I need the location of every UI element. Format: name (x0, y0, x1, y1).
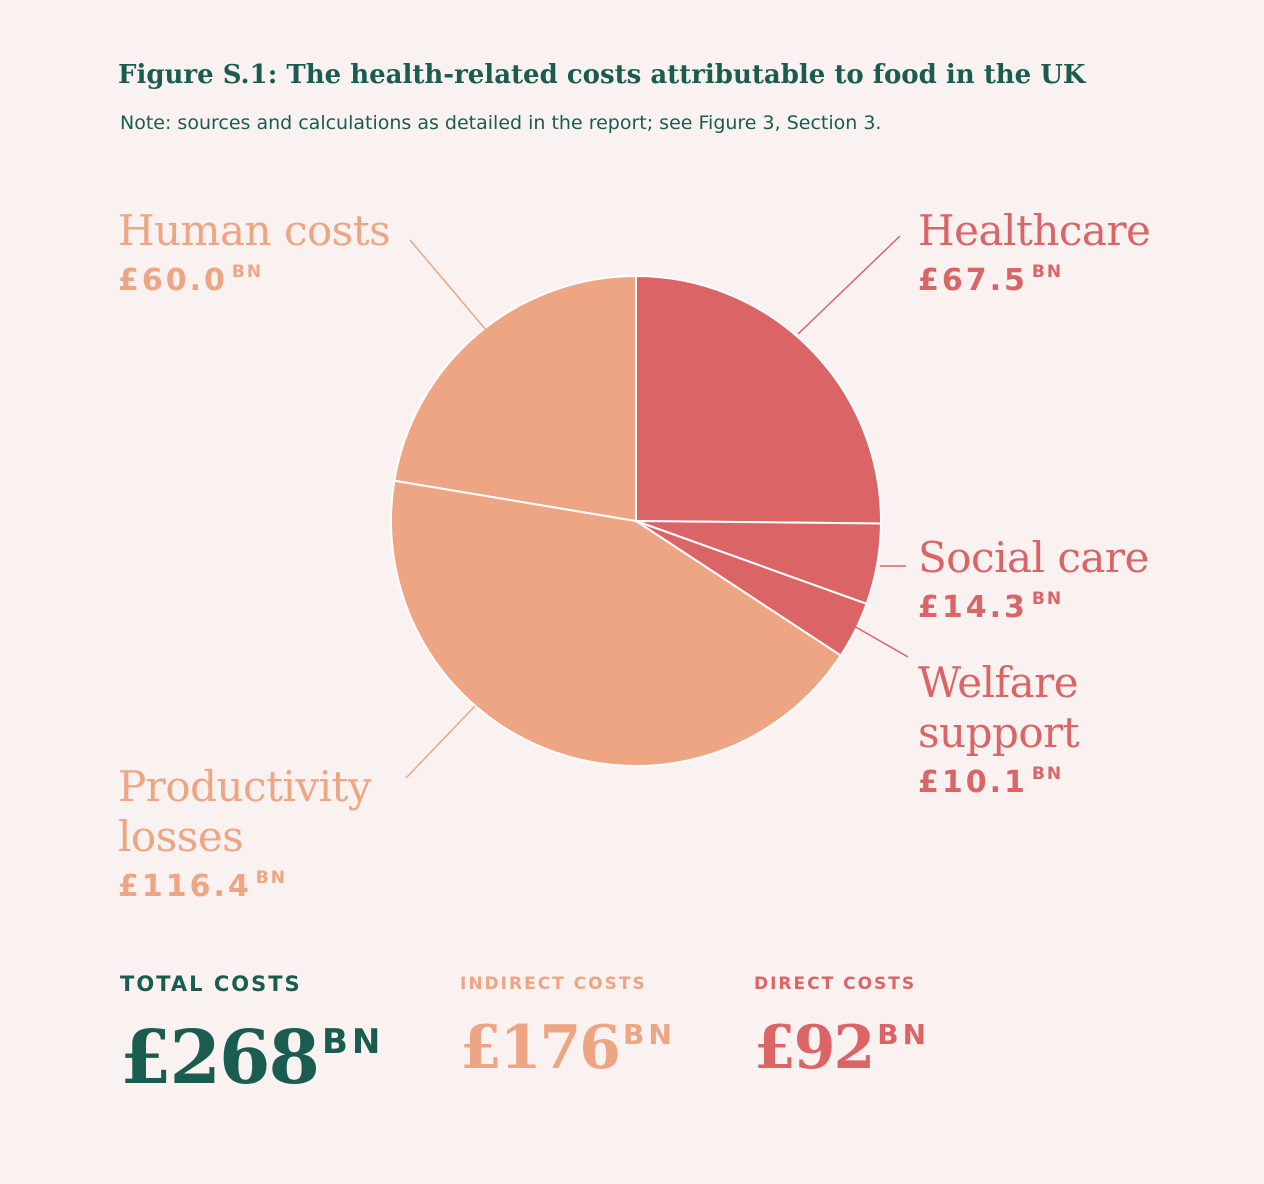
label-human-costs-unit: BN (231, 262, 264, 282)
leader-welfare (853, 625, 909, 658)
indirect-costs-unit: BN (623, 1018, 676, 1051)
direct-costs: DIRECT COSTS £92 BN (754, 974, 930, 1083)
total-costs-unit: BN (321, 1022, 385, 1062)
chart-title: Figure S.1: The health-related costs att… (118, 60, 1086, 90)
label-social-care-unit: BN (1031, 589, 1064, 609)
label-productivity-losses: Productivity losses £116.4 BN (118, 762, 372, 904)
label-productivity-value: £116.4 BN (118, 868, 287, 904)
label-productivity-line1: Productivity (118, 762, 372, 811)
leader-healthcare (797, 235, 901, 335)
total-costs: TOTAL COSTS £268 BN (120, 972, 384, 1100)
label-productivity-unit: BN (255, 868, 287, 888)
total-costs-caption: TOTAL COSTS (120, 972, 302, 996)
label-human-costs: Human costs £60.0 BN (118, 206, 391, 298)
label-human-costs-value: £60.0 BN (118, 262, 264, 298)
direct-costs-value: £92 BN (754, 1013, 931, 1083)
label-social-care: Social care £14.3 BN (918, 533, 1149, 625)
label-welfare-unit: BN (1031, 764, 1064, 784)
total-costs-value: £268 BN (120, 1015, 385, 1101)
label-welfare-support: Welfare support £10.1 BN (918, 658, 1080, 800)
label-welfare-value: £10.1 BN (918, 764, 1064, 800)
label-welfare-line1: Welfare (918, 658, 1079, 707)
label-productivity-line2: losses (118, 812, 244, 861)
label-healthcare-value: £67.5 BN (918, 262, 1064, 298)
indirect-costs-caption: INDIRECT COSTS (460, 974, 647, 994)
leader-human-costs (409, 239, 487, 331)
indirect-costs: INDIRECT COSTS £176 BN (460, 974, 676, 1083)
label-social-care-value: £14.3 BN (918, 589, 1064, 625)
label-healthcare: Healthcare £67.5 BN (918, 206, 1151, 298)
label-human-costs-name: Human costs (118, 206, 391, 255)
pie-slice-healthcare (635, 275, 882, 525)
direct-costs-unit: BN (877, 1018, 931, 1051)
indirect-costs-value: £176 BN (460, 1013, 676, 1083)
pie-slice-human-costs (393, 275, 637, 522)
direct-costs-caption: DIRECT COSTS (754, 974, 917, 994)
label-social-care-name: Social care (918, 533, 1149, 582)
chart-note: Note: sources and calculations as detail… (120, 112, 882, 134)
label-healthcare-name: Healthcare (918, 206, 1151, 255)
label-healthcare-unit: BN (1031, 262, 1064, 282)
leader-productivity (405, 705, 476, 779)
label-welfare-line2: support (918, 708, 1080, 757)
pie-slice-productivity-losses (390, 479, 842, 767)
